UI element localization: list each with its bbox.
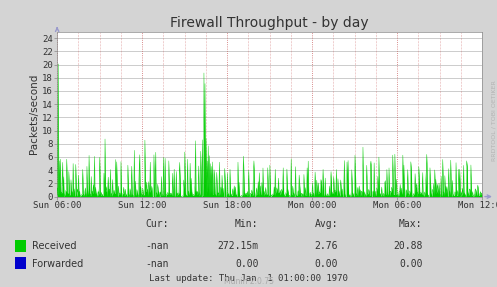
Text: -nan: -nan bbox=[146, 259, 169, 269]
Text: 0.00: 0.00 bbox=[235, 259, 258, 269]
Text: RRDTOOL / TOBI OETIKER: RRDTOOL / TOBI OETIKER bbox=[491, 80, 496, 161]
Text: 2.76: 2.76 bbox=[315, 241, 338, 251]
Title: Firewall Throughput - by day: Firewall Throughput - by day bbox=[170, 16, 369, 30]
Text: Min:: Min: bbox=[235, 219, 258, 229]
Text: Cur:: Cur: bbox=[146, 219, 169, 229]
Text: 272.15m: 272.15m bbox=[217, 241, 258, 251]
Text: 0.00: 0.00 bbox=[315, 259, 338, 269]
Text: Last update: Thu Jan  1 01:00:00 1970: Last update: Thu Jan 1 01:00:00 1970 bbox=[149, 274, 348, 284]
Text: Avg:: Avg: bbox=[315, 219, 338, 229]
Text: Munin 2.0.75: Munin 2.0.75 bbox=[224, 277, 273, 286]
Text: Max:: Max: bbox=[399, 219, 422, 229]
Text: Forwarded: Forwarded bbox=[32, 259, 83, 269]
Y-axis label: Packets/second: Packets/second bbox=[29, 74, 39, 154]
Text: 20.88: 20.88 bbox=[393, 241, 422, 251]
Text: 0.00: 0.00 bbox=[399, 259, 422, 269]
Text: Received: Received bbox=[32, 241, 77, 251]
Text: -nan: -nan bbox=[146, 241, 169, 251]
